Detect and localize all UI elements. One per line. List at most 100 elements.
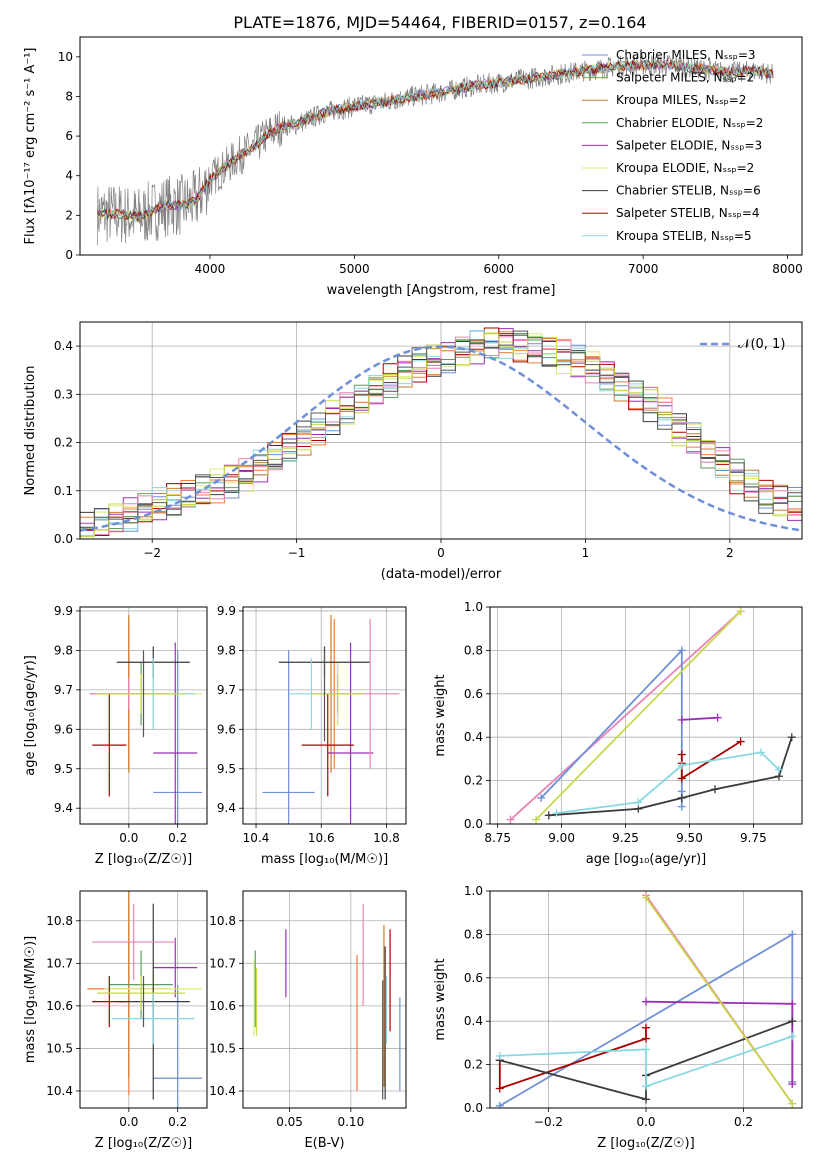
- axes-frame: [79, 890, 208, 1109]
- plot-area: [495, 891, 797, 1108]
- x-tick-label: 4000: [195, 262, 226, 276]
- x-tick-label: 0.2: [734, 1115, 753, 1129]
- y-tick-label: 9.6: [54, 722, 73, 736]
- y-tick-label: 0.0: [54, 532, 73, 546]
- y-tick-label: 0.2: [464, 1058, 483, 1072]
- y-tick-label: 10.8: [46, 914, 73, 928]
- plot-area: [506, 607, 796, 824]
- legend-label: Salpeter ELODIE, Nₛₛₚ=3: [616, 138, 762, 152]
- y-axis-label: mass [log₁₀(M/M☉)]: [23, 936, 38, 1063]
- x-tick-label: 10.8: [373, 831, 400, 845]
- y-tick-label: 10.8: [209, 914, 236, 928]
- plus-marker: [788, 999, 797, 1008]
- y-tick-label: 10.4: [209, 1084, 236, 1098]
- plus-marker: [788, 1017, 797, 1026]
- plot-area: [253, 903, 401, 1100]
- plus-marker: [788, 1032, 797, 1041]
- x-tick-label: 2: [726, 546, 734, 560]
- plus-marker: [642, 1023, 650, 1032]
- legend-label: Kroupa MILES, Nₛₛₚ=2: [616, 93, 746, 107]
- errorbar-point: [97, 674, 186, 714]
- y-tick-label: 0.3: [54, 387, 73, 401]
- x-axis-label: Z [log₁₀(Z/Z☉)]: [597, 1136, 694, 1151]
- axes-frame: [242, 890, 407, 1109]
- plus-marker: [677, 802, 686, 811]
- y-tick-label: 9.5: [54, 762, 73, 776]
- y-tick-label: 8: [65, 89, 73, 103]
- errorbar-point: [92, 693, 127, 797]
- x-tick-label: 5000: [339, 262, 370, 276]
- legend-label: Salpeter MILES, Nₛₛₚ=2: [616, 71, 754, 85]
- plot-area: [96, 53, 774, 246]
- plus-marker: [788, 1099, 797, 1108]
- plot-area: [87, 891, 203, 1108]
- x-tick-label: −1: [288, 546, 306, 560]
- weight-line: [499, 1035, 793, 1088]
- weight-line: [498, 1027, 647, 1090]
- y-tick-label: 1.0: [464, 600, 483, 614]
- x-tick-label: 9.00: [548, 831, 575, 845]
- x-tick-label: 0.2: [168, 1115, 187, 1129]
- errorbar-point: [301, 693, 354, 797]
- mass-vs-metallicity-panel: 0.0 0.2 10.4 10.5 10.6 10.7 10.8 Z [log₁₀(Z/Z☉)…: [23, 890, 208, 1151]
- y-tick-label: 2: [65, 208, 73, 222]
- legend-label: Salpeter STELIB, Nₛₛₚ=4: [616, 206, 760, 220]
- x-tick-label: 6000: [483, 262, 514, 276]
- plus-marker: [757, 748, 766, 757]
- x-axis-label: age [log₁₀(age/yr)]: [586, 852, 707, 867]
- y-tick-label: 9.4: [217, 801, 236, 815]
- figure-title: PLATE=1876, MJD=54464, FIBERID=0157, z=0…: [233, 13, 646, 32]
- x-tick-label: 7000: [628, 262, 659, 276]
- errorbar-point: [262, 650, 315, 824]
- weight-line: [509, 610, 742, 821]
- y-tick-label: 9.8: [54, 643, 73, 657]
- plus-marker: [677, 774, 686, 783]
- x-tick-label: 8000: [772, 262, 803, 276]
- x-tick-label: 0.10: [337, 1115, 364, 1129]
- plus-marker: [642, 1045, 650, 1054]
- y-tick-label: 9.7: [217, 683, 236, 697]
- x-axis-label: Z [log₁₀(Z/Z☉)]: [95, 1136, 192, 1151]
- y-tick-label: 0.4: [464, 1014, 483, 1028]
- x-tick-label: −0.2: [534, 1115, 563, 1129]
- y-tick-label: 9.6: [217, 722, 236, 736]
- y-tick-label: 1.0: [464, 884, 483, 898]
- weight-vs-age-panel: 8.75 9.00 9.25 9.50 9.75 0.0 0.2 0.4 0.6 0.8 1.0 ag…: [433, 600, 803, 867]
- plus-marker: [788, 930, 797, 939]
- x-tick-label: 1: [582, 546, 590, 560]
- y-tick-label: 10: [58, 50, 73, 64]
- x-tick-label: 0: [437, 546, 445, 560]
- y-tick-label: 9.8: [217, 643, 236, 657]
- y-tick-label: 0.0: [464, 1101, 483, 1115]
- plus-marker: [711, 785, 720, 794]
- y-axis-label: mass weight: [433, 674, 448, 756]
- errorbar-point: [311, 674, 364, 714]
- x-tick-label: 9.25: [612, 831, 639, 845]
- legend-label: 𝒩(0, 1): [738, 337, 785, 352]
- x-tick-label: −2: [143, 546, 161, 560]
- y-tick-label: 0.2: [54, 436, 73, 450]
- errorbar-point: [92, 976, 127, 1028]
- weight-vs-metallicity-panel: −0.2 0.0 0.2 0.0 0.2 0.4 0.6 0.8 1.0 Z [log₁₀(Z/Z…: [433, 884, 803, 1151]
- errorbar-point: [153, 650, 203, 824]
- plus-marker: [642, 893, 650, 902]
- y-tick-label: 10.7: [46, 956, 73, 970]
- legend-label: Chabrier MILES, Nₛₛₚ=3: [616, 48, 756, 62]
- axes-frame: [79, 36, 803, 256]
- age-vs-mass-panel: 10.4 10.6 10.8 9.4 9.5 9.6 9.7 9.8 9.9 mass [log₁…: [217, 604, 407, 867]
- y-tick-label: 10.5: [209, 1041, 236, 1055]
- x-tick-label: 10.6: [308, 831, 335, 845]
- plus-marker: [736, 607, 745, 616]
- plus-marker: [495, 1084, 504, 1093]
- errorbar-point: [97, 976, 186, 1011]
- errorbar-point: [92, 903, 176, 981]
- y-tick-label: 0: [65, 248, 73, 262]
- plus-marker: [642, 1082, 650, 1091]
- errorbar-point: [111, 993, 195, 1045]
- axes-frame: [79, 606, 208, 825]
- legend-label: Kroupa ELODIE, Nₛₛₚ=2: [616, 161, 754, 175]
- plus-marker: [677, 646, 686, 655]
- y-tick-label: 0.4: [54, 339, 73, 353]
- model-spectrum-line: [96, 58, 774, 223]
- y-axis-label: Flux [fλ10⁻¹⁷ erg cm⁻² s⁻¹ A⁻¹]: [23, 48, 38, 245]
